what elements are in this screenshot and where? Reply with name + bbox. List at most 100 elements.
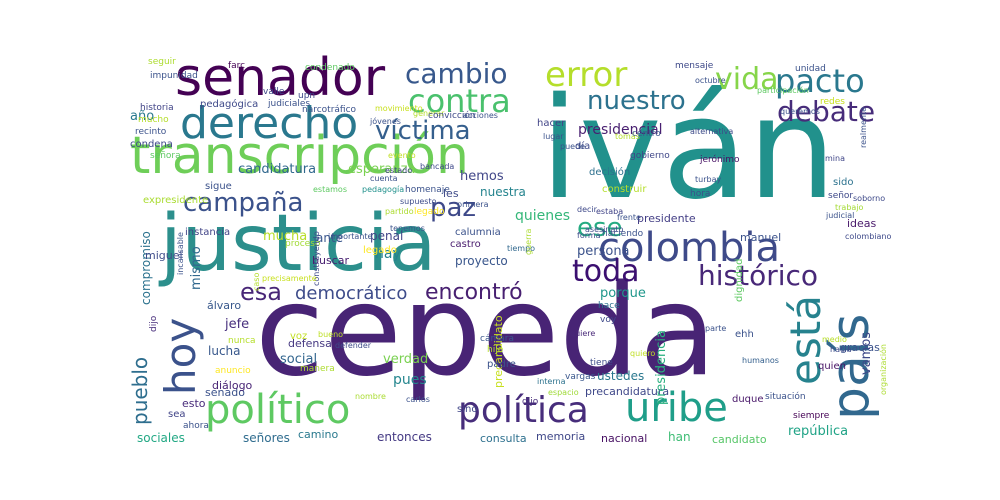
word: mucha [263, 229, 308, 244]
word: alternativa [690, 127, 734, 136]
word: jerónimo [700, 155, 740, 165]
word: dijo [522, 397, 539, 407]
word: nunca [228, 336, 256, 346]
word: esa [240, 278, 282, 306]
word: verdad [383, 352, 429, 367]
word: parte [705, 324, 727, 333]
word: centro [632, 129, 661, 139]
word: precisamente [262, 274, 317, 283]
word: jefe [225, 317, 250, 332]
word: pues [393, 372, 427, 388]
word: condenado [305, 63, 355, 73]
word: tiempo [507, 244, 536, 253]
word: manera [300, 364, 335, 374]
word: participación [757, 86, 809, 95]
word: penal [370, 229, 404, 243]
word: espacio [548, 388, 579, 397]
word: iván [540, 68, 837, 231]
word: hora [690, 189, 711, 199]
word: democrático [295, 283, 408, 304]
word: proceso [285, 239, 321, 249]
word: república [788, 424, 849, 439]
word: padre [487, 359, 516, 370]
word: siempre [793, 411, 830, 421]
word: estamos [313, 185, 347, 194]
word: evento [388, 151, 416, 160]
word: buscar [312, 254, 349, 267]
word: sea [168, 409, 186, 420]
word: tomás [615, 132, 640, 141]
word: presidente [637, 212, 696, 225]
word: candidatura [238, 162, 317, 177]
word: esperanza [348, 162, 416, 177]
word: defender [335, 341, 372, 350]
word: bueno [318, 330, 344, 339]
word: partido [385, 207, 414, 216]
word: sociales [137, 431, 185, 445]
word: hacer [537, 118, 566, 129]
word: político [205, 387, 351, 433]
word: puede [560, 142, 586, 151]
word: derecho [180, 98, 359, 149]
word: ante [316, 231, 344, 245]
word: judicial [826, 211, 855, 220]
word: esto [182, 397, 206, 410]
word: vida [715, 62, 779, 97]
word: turbay [695, 175, 722, 184]
word: incansable [176, 232, 185, 275]
word: carlos [406, 395, 430, 404]
word: judiciales [268, 99, 311, 109]
word: organización [879, 343, 888, 395]
word: caso [252, 272, 261, 291]
word: día [575, 141, 591, 152]
word: quiere [570, 329, 596, 338]
word: medio [822, 335, 847, 344]
word: entonces [377, 430, 432, 444]
word: error [545, 55, 628, 95]
word: política [458, 390, 589, 431]
word: persona [577, 244, 630, 259]
word: unidad [795, 64, 826, 74]
word: defensa [288, 337, 332, 350]
word: acciones [463, 111, 498, 120]
word: valle [263, 87, 285, 97]
word: colombiano [845, 232, 892, 241]
word: mina [825, 154, 845, 163]
word: instancia [185, 227, 231, 238]
word: legado [363, 245, 397, 256]
word: señora [150, 151, 181, 161]
word: condena [130, 139, 173, 150]
word: vargas [565, 372, 596, 382]
word: hay [375, 246, 401, 262]
word: quienes [515, 208, 571, 224]
word: mismo [189, 246, 204, 290]
word: transcripción [130, 126, 469, 186]
word: construir [602, 184, 647, 195]
word: les [443, 187, 459, 200]
word: hemos [460, 169, 504, 184]
word: sino [457, 404, 478, 415]
word: presidencial [578, 122, 663, 138]
word: decir [577, 205, 597, 214]
word: soborno [853, 194, 886, 203]
word: señor [828, 191, 854, 201]
word: álvaro [207, 299, 242, 312]
word: memoria [536, 430, 586, 443]
word: queremos [780, 107, 820, 116]
word: nombre [355, 392, 386, 401]
word: situación [765, 392, 806, 402]
word: redes [820, 97, 845, 107]
word: duque [732, 394, 764, 405]
word: pedagógica [200, 99, 259, 110]
word: senador [175, 50, 386, 108]
word: consulta [480, 432, 527, 445]
word: ahora [183, 421, 209, 431]
word: convicción [428, 111, 476, 121]
word: hoy [156, 317, 205, 395]
word: upn [298, 91, 316, 101]
word: impunidad [150, 71, 198, 81]
word: voz [290, 331, 308, 342]
word: candidato [712, 433, 767, 446]
word: nuestra [480, 185, 526, 199]
word: legado [414, 207, 445, 217]
